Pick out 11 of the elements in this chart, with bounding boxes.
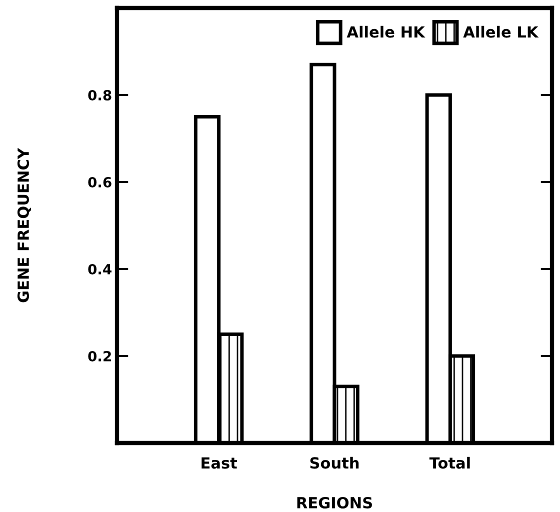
y-tick-label: 0.8 xyxy=(88,90,112,100)
legend-label: Allele LK xyxy=(463,26,539,38)
x-axis-title: REGIONS xyxy=(297,496,372,508)
y-tick-label: 0.4 xyxy=(88,264,112,274)
x-tick-label: East xyxy=(202,457,238,469)
x-tick-label: Total xyxy=(429,456,470,469)
y-tick-label: 0.2 xyxy=(88,350,111,362)
y-tick-label: 0.6 xyxy=(88,176,112,188)
x-tick-label: South xyxy=(310,456,359,469)
legend-label: Allele HK xyxy=(346,26,426,38)
y-axis-title: GENE FREQUENCY xyxy=(17,148,32,302)
